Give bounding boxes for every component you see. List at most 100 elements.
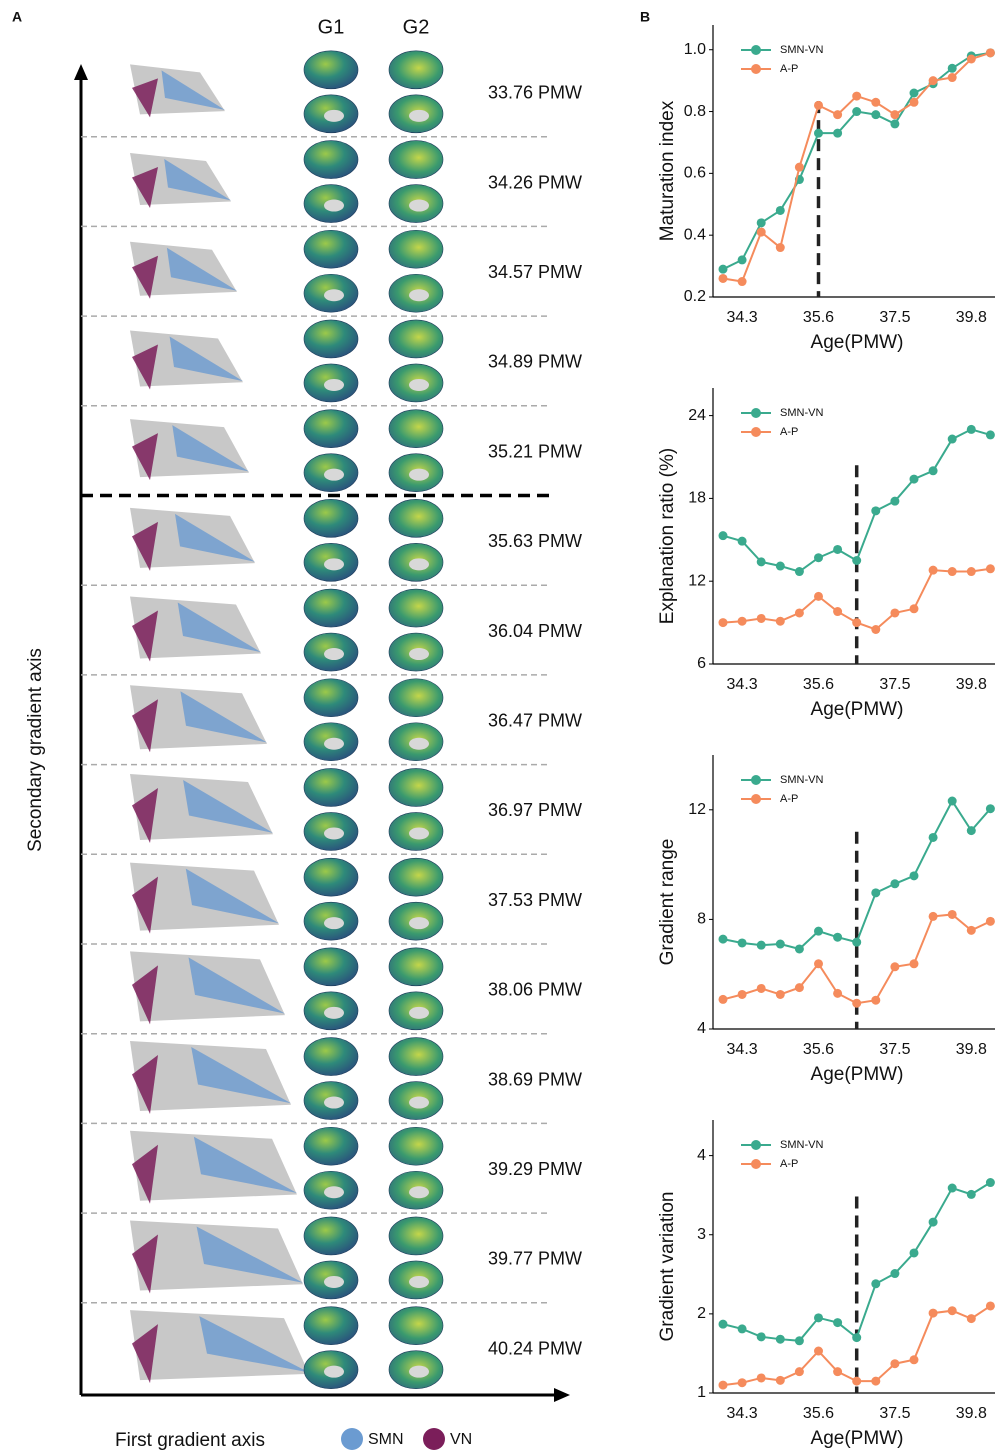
x-tick-label: 39.8 — [956, 309, 987, 326]
data-point — [909, 871, 919, 881]
data-point — [871, 625, 881, 634]
x-tick-label: 35.6 — [803, 1041, 834, 1058]
smn-cloud — [166, 247, 237, 291]
data-point — [871, 995, 881, 1005]
scatter-blob — [130, 1130, 297, 1204]
scatter-blob — [130, 951, 285, 1025]
legend-label: SMN-VN — [780, 774, 823, 786]
data-point — [890, 110, 900, 120]
data-point — [947, 796, 957, 806]
brain-map — [303, 140, 359, 179]
brain-map — [303, 1216, 359, 1256]
brain-medial — [324, 1096, 344, 1109]
data-point — [718, 994, 728, 1004]
data-point — [794, 1367, 804, 1377]
brain-medial — [409, 827, 429, 840]
vn-cloud — [132, 521, 158, 571]
data-point — [928, 832, 938, 842]
legend-label: A-P — [780, 426, 798, 438]
brain-medial — [409, 917, 429, 930]
data-point — [871, 888, 881, 898]
data-point — [756, 1332, 766, 1342]
data-point — [852, 618, 862, 628]
data-point — [833, 607, 843, 617]
legend-label: SMN-VN — [780, 407, 823, 419]
brain-map — [303, 409, 359, 448]
data-point — [737, 1378, 747, 1388]
data-point — [775, 939, 785, 949]
scatter-blob — [130, 241, 237, 299]
y-tick-label: 1.0 — [684, 41, 706, 58]
brain-map — [388, 50, 444, 90]
y-axis-label: Gradient range — [657, 839, 678, 966]
x-tick-label: 34.3 — [727, 1405, 758, 1422]
data-point — [871, 97, 881, 107]
x-tick-label: 37.5 — [879, 1405, 910, 1422]
x-axis-label: Age(PMW) — [811, 1064, 904, 1085]
vn-cloud — [132, 876, 158, 934]
vn-cloud — [132, 965, 158, 1025]
data-point — [852, 556, 862, 565]
y-tick-label: 12 — [688, 572, 706, 589]
brain-map — [303, 678, 359, 718]
vn-cloud — [132, 610, 158, 662]
data-point — [928, 76, 938, 86]
legend-label: VN — [450, 1431, 472, 1448]
row-label: 40.24 PMW — [488, 1338, 582, 1358]
data-point — [985, 564, 995, 574]
x-tick-label: 35.6 — [803, 309, 834, 326]
data-point — [852, 1333, 862, 1343]
brain-map — [303, 1126, 359, 1166]
scatter-blob — [130, 773, 273, 843]
row-label: 39.29 PMW — [488, 1159, 582, 1179]
brain-map — [303, 768, 359, 807]
brain-medial — [409, 378, 429, 391]
data-point — [966, 424, 976, 434]
x-tick-label: 35.6 — [803, 676, 834, 693]
data-point — [890, 1359, 900, 1369]
data-point — [947, 63, 957, 73]
y-tick-label: 2 — [697, 1305, 706, 1322]
data-point — [794, 608, 804, 618]
legend-swatch — [751, 794, 761, 804]
data-point — [909, 959, 919, 969]
data-point — [928, 466, 938, 476]
data-point — [814, 100, 823, 110]
legend-swatch — [751, 408, 761, 418]
arrow — [74, 64, 88, 80]
legend-swatch — [341, 1428, 363, 1450]
data-point — [814, 959, 823, 969]
data-point — [794, 1336, 804, 1346]
scatter-blob — [130, 1220, 303, 1294]
brain-map — [303, 50, 359, 90]
brain-map — [303, 947, 359, 987]
x-tick-label: 39.8 — [956, 676, 987, 693]
brain-medial — [324, 378, 344, 391]
data-point — [947, 1306, 957, 1316]
legend-label: SMN — [368, 1431, 404, 1448]
data-point — [985, 430, 995, 440]
brain-map — [388, 409, 444, 448]
x-axis-label: Age(PMW) — [811, 699, 904, 720]
legend-swatch — [751, 1140, 761, 1150]
data-point — [814, 591, 823, 601]
data-point — [966, 567, 976, 577]
y-tick-label: 4 — [697, 1020, 706, 1037]
legend-swatch — [751, 64, 761, 74]
vn-cloud — [132, 78, 158, 118]
x-tick-label: 37.5 — [879, 676, 910, 693]
brain-map — [388, 857, 444, 897]
y-tick-label: 1 — [697, 1384, 706, 1401]
data-point — [890, 1269, 900, 1279]
brain-map — [303, 588, 359, 628]
data-point — [833, 128, 843, 138]
brain-medial — [324, 827, 344, 840]
data-point — [947, 434, 957, 444]
data-point — [756, 218, 766, 228]
brain-map — [388, 1216, 444, 1256]
vn-cloud — [132, 699, 158, 753]
row-label: 38.06 PMW — [488, 980, 582, 1000]
vn-cloud — [132, 1055, 158, 1115]
brain-medial — [324, 648, 344, 661]
